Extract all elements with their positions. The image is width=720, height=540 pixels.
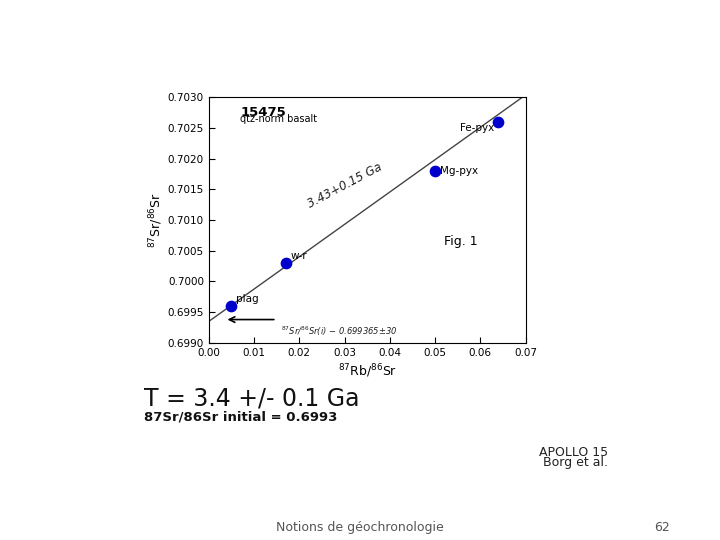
Text: Mg-pyx: Mg-pyx: [440, 166, 478, 176]
Text: 87Sr/86Sr initial = 0.6993: 87Sr/86Sr initial = 0.6993: [144, 410, 338, 423]
Point: [429, 166, 441, 175]
Text: Fig. 1: Fig. 1: [444, 235, 478, 248]
Text: w-r: w-r: [290, 251, 307, 261]
Point: [225, 302, 237, 310]
Point: [492, 117, 504, 126]
Text: 4.2 Le couple Rb/Sr – L’isochrone: 4.2 Le couple Rb/Sr – L’isochrone: [9, 12, 340, 30]
Text: APOLLO 15: APOLLO 15: [539, 446, 608, 458]
Text: $^{87}$Sr/$^{86}$Sr(i) $-$ 0.699365$\pm$30: $^{87}$Sr/$^{86}$Sr(i) $-$ 0.699365$\pm$…: [282, 325, 397, 338]
Text: 3.43+0.15 Ga: 3.43+0.15 Ga: [305, 160, 384, 211]
Text: Fe-pyx: Fe-pyx: [459, 123, 494, 133]
Text: Notions de géochronologie: Notions de géochronologie: [276, 521, 444, 534]
Text: Borg et al.: Borg et al.: [544, 456, 608, 469]
X-axis label: $^{87}$Rb/$^{86}$Sr: $^{87}$Rb/$^{86}$Sr: [338, 362, 397, 380]
Text: 15475: 15475: [240, 106, 287, 119]
Text: 62: 62: [654, 521, 670, 534]
Point: [280, 259, 292, 267]
Text: T = 3.4 +/- 0.1 Ga: T = 3.4 +/- 0.1 Ga: [144, 386, 359, 410]
Text: plag: plag: [236, 294, 258, 304]
Text: Datation du volcanisme lunaire: Datation du volcanisme lunaire: [231, 55, 489, 70]
Text: qtz-norm basalt: qtz-norm basalt: [240, 114, 318, 124]
Y-axis label: $^{87}$Sr/$^{86}$Sr: $^{87}$Sr/$^{86}$Sr: [147, 192, 165, 248]
